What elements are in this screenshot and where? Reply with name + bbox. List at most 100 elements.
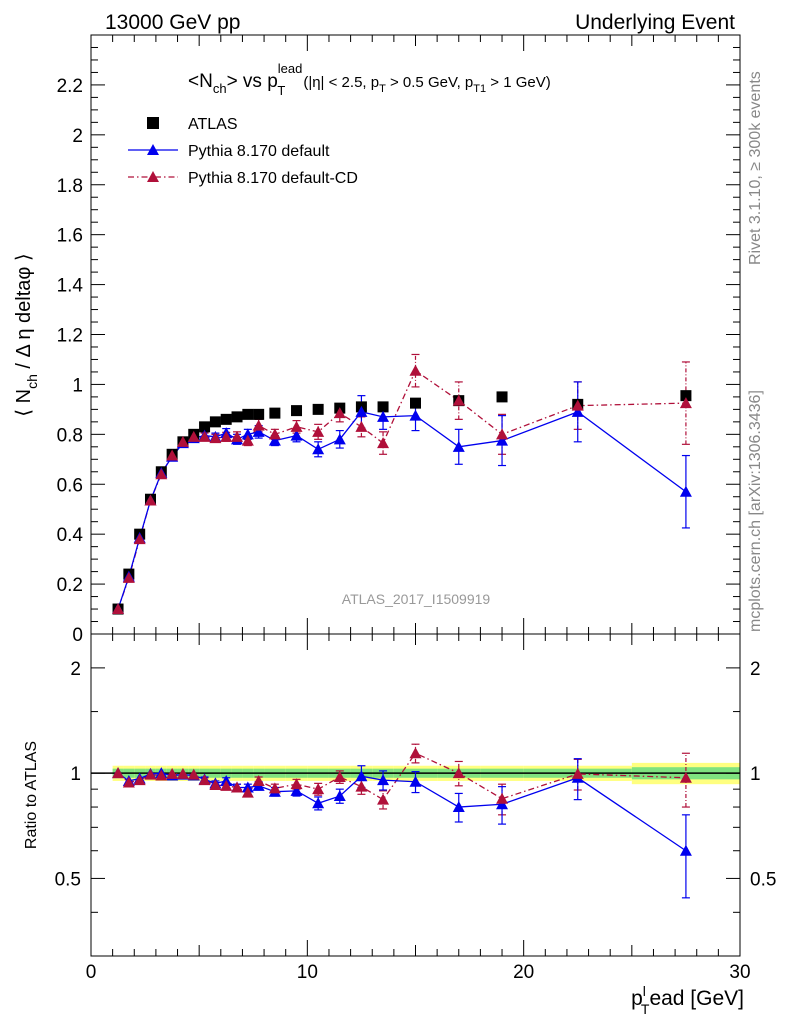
point-pythia-cd <box>198 430 211 442</box>
ratio-point-pythia-default <box>409 775 422 787</box>
point-pythia-cd <box>241 434 254 446</box>
point-pythia-cd <box>220 430 233 442</box>
legend-label-atlas: ATLAS <box>188 116 238 133</box>
ratio-point-pythia-cd <box>166 767 179 779</box>
point-atlas <box>231 411 243 423</box>
point-atlas <box>496 391 508 403</box>
point-pythia-cd <box>409 364 422 376</box>
ratio-point-pythia-cd <box>268 782 281 794</box>
ratio-point-pythia-cd <box>679 771 692 783</box>
ratio-point-pythia-cd <box>452 767 465 779</box>
x-tick-label: 20 <box>513 962 534 983</box>
point-atlas <box>377 401 389 413</box>
analysis-id: ATLAS_2017_I1509919 <box>342 591 491 607</box>
point-pythia-cd <box>166 449 179 461</box>
point-pythia-cd <box>155 468 168 480</box>
point-pythia-cd <box>112 603 125 615</box>
point-pythia-cd <box>496 428 509 440</box>
main-y-tick-label: 1.8 <box>57 176 83 197</box>
point-pythia-default <box>496 434 509 446</box>
point-pythia-cd <box>187 430 200 442</box>
ratio-y-axis-label: Ratio to ATLAS <box>23 741 40 849</box>
point-pythia-cd <box>571 399 584 411</box>
point-atlas <box>199 421 211 433</box>
legend: ATLAS Pythia 8.170 default Pythia 8.170 … <box>128 116 358 187</box>
ratio-point-pythia-default <box>312 797 325 809</box>
point-pythia-cd <box>290 420 303 432</box>
plot-title: <Nch> vs plead T (|η| < 2.5, pT > 0.5 GeV,… <box>188 61 551 98</box>
point-pythia-cd <box>312 425 325 437</box>
header-right: Underlying Event <box>575 11 735 34</box>
ratio-point-pythia-cd <box>155 769 168 781</box>
x-tick-label: 10 <box>297 962 318 983</box>
main-y-tick-label: 0 <box>72 625 83 646</box>
rivet-label: Rivet 3.1.10, ≥ 300k events <box>747 71 764 265</box>
point-pythia-default <box>679 485 692 497</box>
ratio-point-pythia-default <box>377 774 390 786</box>
ratio-y-tick-label-right: 0.5 <box>750 869 776 890</box>
point-pythia-default <box>333 433 346 445</box>
legend-marker-pythia-cd <box>147 171 159 182</box>
legend-label-pythia-cd: Pythia 8.170 default-CD <box>188 170 358 187</box>
ratio-point-pythia-cd <box>241 786 254 798</box>
point-atlas <box>291 405 303 417</box>
ratio-y-tick-label: 2 <box>70 659 81 680</box>
point-pythia-cd <box>377 437 390 449</box>
ratio-point-pythia-cd <box>290 778 303 790</box>
main-y-axis-label: ⟨ Nch / Δ η deltaφ ⟩ <box>13 253 40 416</box>
legend-label-pythia-default: Pythia 8.170 default <box>188 143 330 160</box>
ratio-point-pythia-default <box>355 770 368 782</box>
point-atlas <box>253 408 265 420</box>
legend-marker-atlas <box>147 117 159 129</box>
point-pythia-default <box>268 434 281 446</box>
main-y-tick-label: 0.8 <box>57 425 83 446</box>
point-pythia-cd <box>333 407 346 419</box>
point-pythia-default <box>355 405 368 417</box>
ratio-point-pythia-default <box>452 801 465 813</box>
x-tick-label: 30 <box>729 962 750 983</box>
ratio-point-pythia-default <box>333 790 346 802</box>
ratio-point-pythia-cd <box>571 767 584 779</box>
point-pythia-cd <box>122 571 135 583</box>
main-y-tick-label: 1 <box>72 375 83 396</box>
point-pythia-default <box>571 405 584 417</box>
ratio-point-pythia-cd <box>209 778 222 790</box>
point-pythia-cd <box>679 397 692 409</box>
main-y-tick-label: 0.2 <box>57 575 83 596</box>
ratio-point-pythia-cd <box>377 793 390 805</box>
ratio-point-pythia-cd <box>176 767 189 779</box>
series-line-pythia-cd <box>117 369 686 610</box>
point-pythia-cd <box>176 435 189 447</box>
main-y-tick-label: 1.2 <box>57 326 83 347</box>
point-atlas <box>410 397 421 409</box>
ratio-point-pythia-cd <box>122 776 135 788</box>
main-panel: 0 0.2 0.4 0.6 0.8 1 1.2 1.4 1.6 1.8 2 2.2 <box>57 35 741 646</box>
ratio-point-pythia-cd <box>112 767 125 779</box>
main-y-tick-label: 2 <box>72 126 83 147</box>
legend-marker-pythia-default <box>147 144 159 155</box>
ratio-point-pythia-cd <box>496 792 509 804</box>
ratio-point-pythia-cd <box>409 747 422 759</box>
ratio-y-tick-label-right: 2 <box>750 659 761 680</box>
point-pythia-cd <box>133 533 146 545</box>
ratio-point-pythia-cd <box>198 774 211 786</box>
point-atlas <box>680 390 692 402</box>
main-y-tick-label: 0.6 <box>57 475 83 496</box>
point-pythia-default <box>290 429 303 441</box>
ratio-point-pythia-cd <box>133 774 146 786</box>
ratio-point-pythia-cd <box>144 768 157 780</box>
ratio-point-pythia-cd <box>231 781 244 793</box>
ratio-point-pythia-default <box>290 784 303 796</box>
x-tick-label: 0 <box>86 962 97 983</box>
point-pythia-cd <box>252 419 265 431</box>
point-pythia-cd <box>355 420 368 432</box>
x-axis-label: pl Tead [GeV] <box>631 983 744 1017</box>
point-pythia-cd <box>231 430 244 442</box>
point-atlas <box>209 416 221 428</box>
main-y-tick-label: 2.2 <box>57 76 83 97</box>
ratio-y-tick-label: 0.5 <box>55 869 81 890</box>
ratio-frame <box>90 633 741 957</box>
point-atlas <box>312 403 324 415</box>
ratio-point-pythia-default <box>679 844 692 856</box>
